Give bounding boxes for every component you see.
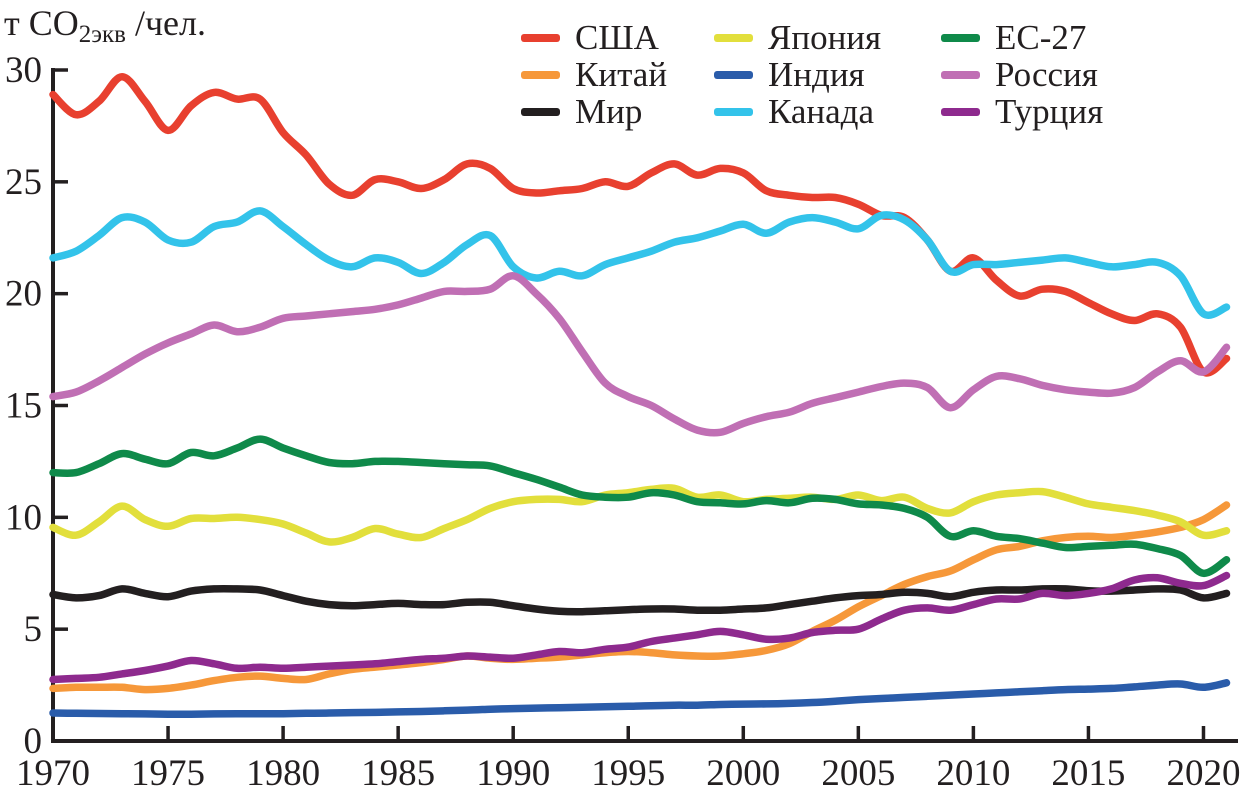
- legend-item-Индия: Индия: [714, 56, 865, 93]
- legend-label-Россия: Россия: [995, 55, 1098, 94]
- series-line-США: [49, 72, 1231, 377]
- legend: США Китай Мир Япония Индия Канада ЕС-27 Россия Т…: [0, 0, 1242, 135]
- y-tick-label-15: 15: [5, 386, 42, 427]
- legend-item-Турция: Турция: [941, 93, 1103, 130]
- legend-item-Япония: Япония: [714, 19, 881, 56]
- legend-swatch-Мир: [521, 107, 560, 116]
- legend-item-Россия: Россия: [941, 56, 1098, 93]
- y-tick-label-25: 25: [5, 162, 42, 203]
- y-tick-label-10: 10: [5, 497, 42, 538]
- legend-label-ЕС-27: ЕС-27: [995, 18, 1087, 57]
- legend-item-Канада: Канада: [714, 93, 874, 130]
- x-tick-label-2020: 2020: [1166, 753, 1240, 794]
- series-line-Канада: [49, 207, 1231, 319]
- series-line-ЕС-27: [49, 435, 1231, 578]
- y-tick-label-5: 5: [24, 609, 43, 650]
- y-tick-label-0: 0: [24, 721, 43, 762]
- legend-label-Индия: Индия: [768, 55, 865, 94]
- x-tick-label-1975: 1975: [131, 753, 205, 794]
- legend-label-Китай: Китай: [575, 55, 668, 94]
- x-tick-label-1995: 1995: [591, 753, 665, 794]
- legend-swatch-Россия: [941, 70, 980, 79]
- y-tick-label-20: 20: [5, 274, 42, 315]
- unit-label-subscript: 2экв: [78, 21, 126, 48]
- x-tick-label-2000: 2000: [706, 753, 780, 794]
- legend-item-Мир: Мир: [521, 93, 642, 130]
- series-line-Турция: [49, 571, 1231, 684]
- legend-swatch-США: [521, 33, 560, 42]
- legend-item-США: США: [521, 19, 659, 56]
- x-tick-label-1980: 1980: [246, 753, 320, 794]
- series-line-Россия: [49, 272, 1231, 437]
- legend-swatch-Япония: [714, 33, 753, 42]
- legend-swatch-Турция: [941, 107, 980, 116]
- series-line-Мир: [49, 584, 1231, 616]
- x-tick-label-2015: 2015: [1051, 753, 1125, 794]
- legend-item-Китай: Китай: [521, 56, 667, 93]
- x-tick-label-2005: 2005: [821, 753, 895, 794]
- series-line-Индия: [49, 679, 1231, 718]
- x-tick-label-2010: 2010: [936, 753, 1010, 794]
- legend-swatch-ЕС-27: [941, 33, 980, 42]
- y-axis-unit-label: т CO2экв /чел.: [4, 3, 206, 47]
- legend-label-Турция: Турция: [995, 92, 1104, 131]
- legend-label-Канада: Канада: [768, 92, 875, 131]
- unit-label-prefix: т CO: [4, 3, 79, 43]
- legend-item-ЕС-27: ЕС-27: [941, 19, 1086, 56]
- legend-swatch-Канада: [714, 107, 753, 116]
- y-tick-label-30: 30: [5, 50, 42, 91]
- legend-label-Мир: Мир: [575, 92, 643, 131]
- unit-label-suffix: /чел.: [125, 3, 206, 43]
- x-tick-label-1970: 1970: [16, 753, 90, 794]
- x-tick-label-1985: 1985: [361, 753, 435, 794]
- legend-swatch-Индия: [714, 70, 753, 79]
- x-tick-label-1990: 1990: [476, 753, 550, 794]
- legend-label-Япония: Япония: [768, 18, 882, 57]
- legend-swatch-Китай: [521, 70, 560, 79]
- legend-label-США: США: [575, 18, 659, 57]
